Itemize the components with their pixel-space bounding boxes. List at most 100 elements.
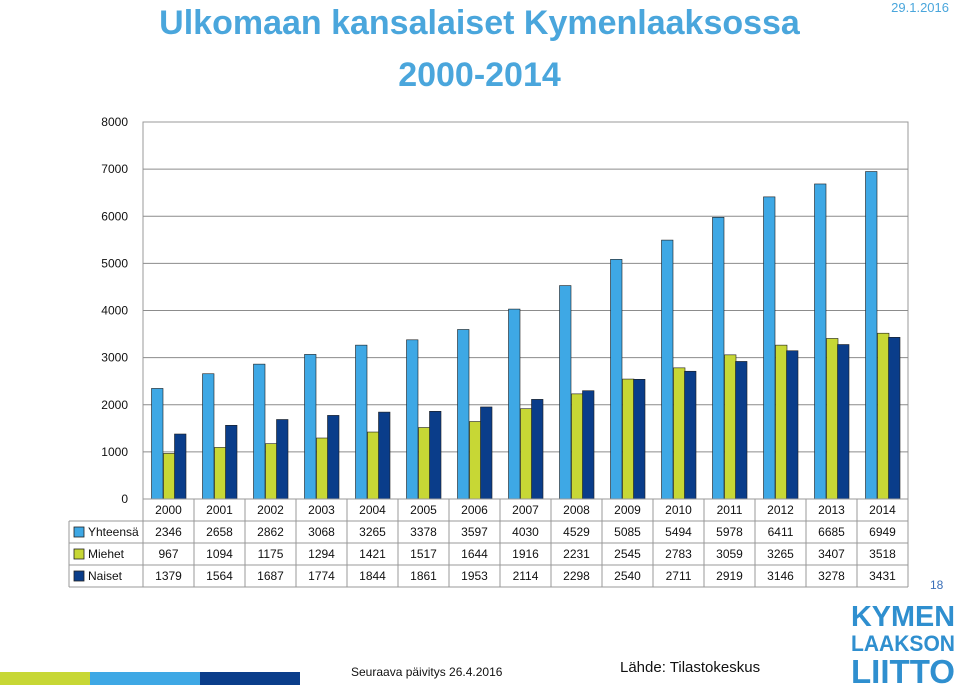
bar-yhteensä-2004 bbox=[355, 344, 368, 500]
bar-yhteensä-2003 bbox=[304, 354, 317, 500]
page-number: 18 bbox=[930, 578, 944, 592]
bar-naiset-2001 bbox=[225, 424, 238, 500]
data-label: 967 bbox=[158, 547, 178, 561]
x-tick-label: 2001 bbox=[206, 503, 233, 517]
x-tick-label: 2002 bbox=[257, 503, 284, 517]
bar-naiset-2012 bbox=[786, 350, 799, 500]
bar-yhteensä-2014 bbox=[865, 171, 878, 500]
data-label: 3265 bbox=[767, 547, 794, 561]
legend-swatch-yhteensä bbox=[73, 526, 85, 538]
y-tick-label: 5000 bbox=[101, 256, 128, 270]
bar-yhteensä-2001 bbox=[202, 373, 215, 500]
chart-title-line1: Ulkomaan kansalaiset Kymenlaaksossa bbox=[159, 4, 800, 42]
data-label: 4030 bbox=[512, 525, 539, 539]
bar-yhteensä-2009 bbox=[610, 259, 623, 500]
x-tick-label: 2007 bbox=[512, 503, 539, 517]
data-label: 2231 bbox=[563, 547, 590, 561]
data-label: 3518 bbox=[869, 547, 896, 561]
data-label: 1861 bbox=[410, 569, 437, 583]
legend-label-miehet: Miehet bbox=[88, 547, 125, 561]
bar-naiset-2007 bbox=[531, 399, 544, 500]
data-label: 2783 bbox=[665, 547, 692, 561]
data-label: 6949 bbox=[869, 525, 896, 539]
update-note: Seuraava päivitys 26.4.2016 bbox=[351, 665, 503, 679]
bar-yhteensä-2005 bbox=[406, 339, 419, 500]
footer-bar-navy bbox=[200, 672, 300, 685]
data-label: 1564 bbox=[206, 569, 233, 583]
kymenlaakson-liitto-logo: KYMEN LAAKSON LIITTO bbox=[851, 601, 955, 685]
data-label: 6411 bbox=[768, 525, 794, 539]
data-label: 2298 bbox=[563, 569, 590, 583]
date-label: 29.1.2016 bbox=[891, 0, 949, 15]
data-label: 2545 bbox=[614, 547, 641, 561]
data-label: 1916 bbox=[512, 547, 539, 561]
bar-miehet-2003 bbox=[316, 437, 329, 500]
legend-label-naiset: Naiset bbox=[88, 569, 123, 583]
data-label: 2711 bbox=[666, 569, 692, 583]
source-note: Lähde: Tilastokeskus bbox=[620, 659, 761, 676]
data-label: 3068 bbox=[308, 525, 335, 539]
bar-naiset-2009 bbox=[633, 379, 646, 500]
data-label: 3431 bbox=[869, 569, 896, 583]
bar-miehet-2000 bbox=[163, 453, 176, 500]
data-label: 3146 bbox=[767, 569, 794, 583]
bar-naiset-2010 bbox=[684, 370, 697, 500]
data-label: 3378 bbox=[410, 525, 437, 539]
y-tick-label: 8000 bbox=[101, 115, 128, 129]
x-tick-label: 2004 bbox=[359, 503, 386, 517]
data-label: 1094 bbox=[206, 547, 233, 561]
data-label: 3597 bbox=[461, 525, 488, 539]
x-tick-label: 2014 bbox=[869, 503, 896, 517]
data-label: 5494 bbox=[665, 525, 692, 539]
logo-line1: KYMEN bbox=[851, 601, 955, 633]
data-label: 1953 bbox=[461, 569, 488, 583]
chart-title-line2: 2000-2014 bbox=[398, 56, 561, 94]
bar-yhteensä-2008 bbox=[559, 285, 572, 500]
footer-bar-blue bbox=[90, 672, 200, 685]
data-label: 2540 bbox=[614, 569, 641, 583]
bar-miehet-2010 bbox=[673, 367, 686, 500]
data-label: 1687 bbox=[257, 569, 284, 583]
data-label: 2114 bbox=[513, 569, 539, 583]
bar-naiset-2000 bbox=[174, 433, 187, 500]
x-tick-label: 2012 bbox=[767, 503, 794, 517]
bar-yhteensä-2002 bbox=[253, 363, 266, 500]
bar-naiset-2002 bbox=[276, 419, 289, 500]
bar-naiset-2011 bbox=[735, 361, 748, 500]
data-label: 2862 bbox=[257, 525, 284, 539]
data-label: 1294 bbox=[308, 547, 335, 561]
y-tick-label: 7000 bbox=[101, 162, 128, 176]
logo-line2: LAAKSON bbox=[851, 631, 955, 656]
bar-yhteensä-2011 bbox=[712, 216, 725, 500]
bar-yhteensä-2012 bbox=[763, 196, 776, 500]
bar-naiset-2013 bbox=[837, 344, 850, 500]
data-label: 1844 bbox=[359, 569, 386, 583]
bar-naiset-2005 bbox=[429, 411, 442, 500]
data-label: 3265 bbox=[359, 525, 386, 539]
data-label: 1644 bbox=[461, 547, 488, 561]
data-label: 1421 bbox=[359, 547, 386, 561]
y-tick-label: 2000 bbox=[101, 398, 128, 412]
bar-yhteensä-2006 bbox=[457, 329, 470, 500]
bar-yhteensä-2013 bbox=[814, 183, 827, 500]
data-label: 1379 bbox=[155, 569, 182, 583]
bar-miehet-2012 bbox=[775, 344, 788, 500]
bar-miehet-2013 bbox=[826, 338, 839, 500]
bar-yhteensä-2010 bbox=[661, 239, 674, 500]
bar-naiset-2006 bbox=[480, 406, 493, 500]
y-tick-label: 4000 bbox=[101, 304, 128, 318]
data-label: 2346 bbox=[155, 525, 182, 539]
data-label: 3059 bbox=[716, 547, 743, 561]
data-label: 6685 bbox=[818, 525, 845, 539]
footer-bar-green bbox=[0, 672, 90, 685]
bar-yhteensä-2007 bbox=[508, 308, 521, 500]
x-tick-label: 2006 bbox=[461, 503, 488, 517]
x-tick-label: 2013 bbox=[818, 503, 845, 517]
data-label: 1517 bbox=[410, 547, 437, 561]
data-label: 3278 bbox=[818, 569, 845, 583]
data-label: 5978 bbox=[716, 525, 743, 539]
x-tick-label: 2009 bbox=[614, 503, 641, 517]
data-label: 1774 bbox=[308, 569, 335, 583]
bar-naiset-2014 bbox=[888, 337, 901, 500]
